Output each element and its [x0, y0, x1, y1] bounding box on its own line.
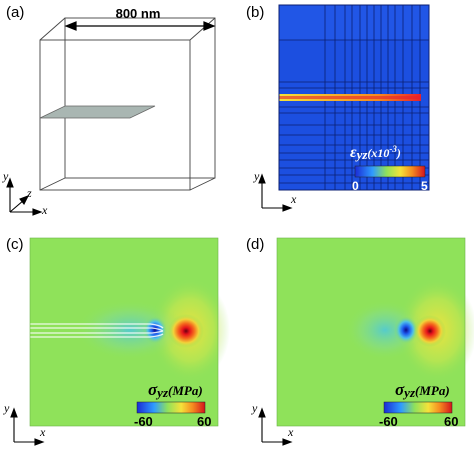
panel-c-axis-triad: [10, 407, 45, 446]
panel-c-frame: [29, 237, 219, 427]
panel-a-box: [39, 17, 216, 191]
panel-b-frame: [278, 4, 430, 191]
panel-c-axis-y: y: [3, 401, 10, 415]
panel-b-colorbar: [354, 165, 426, 178]
panel-c-colorbar-min: -60: [134, 414, 153, 429]
panel-d-colorbar-max: 60: [444, 414, 458, 429]
panel-b-axis-triad: [258, 173, 293, 212]
panel-a-dimension-label: 800 nm: [116, 6, 161, 21]
panel-d-colorbar-min: -60: [379, 414, 398, 429]
panel-b-axis-y: y: [253, 169, 260, 183]
panel-a-slip-plane: [39, 105, 156, 119]
panel-c-colorbar: [136, 401, 206, 414]
panel-d-frame: [276, 237, 466, 427]
panel-d-axis-x: x: [287, 425, 294, 439]
panel-d-axis-triad: [258, 407, 293, 446]
panel-c-dislocation-lines: [30, 323, 164, 338]
panel-a-axis-triad: [6, 177, 43, 216]
panel-b-axis-x: x: [290, 192, 297, 206]
panel-b-dislocation-core: [279, 96, 421, 99]
panel-d-field: [277, 238, 474, 426]
panel-c-field: [30, 238, 230, 426]
panel-d-colorbar-label: σyz(MPa): [395, 380, 450, 400]
panel-label-b: (b): [246, 4, 265, 21]
panel-label-d: (d): [246, 236, 265, 253]
panel-a-dimension-arrow: [64, 21, 216, 31]
panel-b-colorbar-label: εyz(x10-3): [350, 144, 401, 162]
panel-c-colorbar-max: 60: [197, 414, 211, 429]
panel-a-axis-x: x: [41, 203, 48, 217]
panel-a-axis-y: y: [2, 169, 9, 183]
panel-label-a: (a): [6, 4, 25, 21]
panel-d-axis-y: y: [251, 401, 258, 415]
panel-d-colorbar: [383, 401, 453, 414]
panel-c-colorbar-label: σyz(MPa): [148, 380, 203, 400]
panel-c-axis-x: x: [39, 425, 46, 439]
panel-b-colorbar-max: 5: [421, 179, 428, 193]
panel-a-axis-z: z: [26, 186, 32, 200]
panel-b-colorbar-min: 0: [352, 179, 359, 193]
panel-label-c: (c): [6, 236, 24, 253]
